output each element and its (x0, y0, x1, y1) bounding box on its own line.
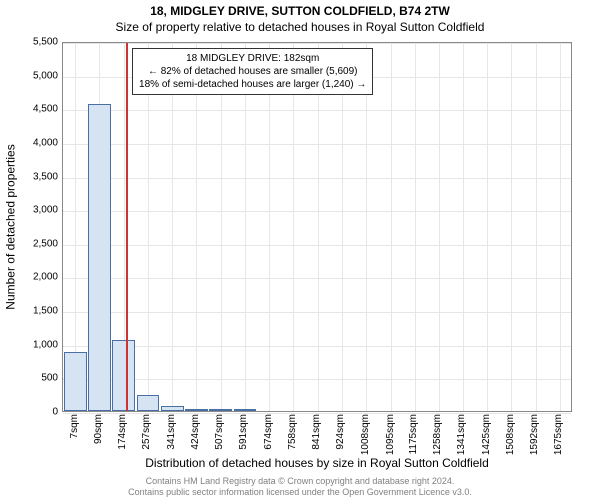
page-title: 18, MIDGLEY DRIVE, SUTTON COLDFIELD, B74… (0, 4, 600, 18)
x-tick: 1425sqm (481, 414, 492, 455)
y-tick: 1,000 (20, 339, 58, 350)
y-tick: 4,500 (20, 104, 58, 115)
x-tick: 924sqm (335, 414, 346, 450)
annotation-box: 18 MIDGLEY DRIVE: 182sqm← 82% of detache… (132, 48, 373, 95)
y-tick: 3,500 (20, 171, 58, 182)
bar (234, 409, 257, 411)
footer-line1: Contains HM Land Registry data © Crown c… (0, 476, 600, 487)
annotation-line3: 18% of semi-detached houses are larger (… (139, 78, 366, 91)
x-tick: 507sqm (214, 414, 225, 450)
y-tick: 2,000 (20, 272, 58, 283)
y-tick: 5,000 (20, 70, 58, 81)
x-tick: 1258sqm (432, 414, 443, 455)
bar (161, 406, 184, 411)
bar (112, 340, 135, 411)
x-tick: 674sqm (263, 414, 274, 450)
bar (185, 409, 208, 411)
x-tick: 1175sqm (408, 414, 419, 454)
bar (137, 395, 160, 411)
x-tick: 841sqm (311, 414, 322, 450)
chart-container: 18, MIDGLEY DRIVE, SUTTON COLDFIELD, B74… (0, 0, 600, 500)
y-tick: 3,000 (20, 205, 58, 216)
x-tick: 174sqm (117, 414, 128, 450)
y-tick: 1,500 (20, 306, 58, 317)
x-tick: 257sqm (141, 414, 152, 450)
bar (64, 352, 87, 411)
x-tick: 341sqm (166, 414, 177, 450)
y-tick: 500 (20, 373, 58, 384)
annotation-line1: 18 MIDGLEY DRIVE: 182sqm (139, 52, 366, 65)
x-tick: 7sqm (69, 414, 80, 438)
y-tick: 4,000 (20, 137, 58, 148)
x-tick: 758sqm (287, 414, 298, 450)
x-tick: 1675sqm (553, 414, 564, 455)
x-tick: 424sqm (190, 414, 201, 450)
page-subtitle: Size of property relative to detached ho… (0, 20, 600, 34)
x-tick: 1592sqm (529, 414, 540, 455)
footer-line2: Contains public sector information licen… (0, 487, 600, 498)
x-tick: 1095sqm (385, 414, 396, 455)
property-marker (126, 43, 128, 411)
x-tick: 1008sqm (360, 414, 371, 455)
x-tick: 1508sqm (505, 414, 516, 455)
plot-area: 18 MIDGLEY DRIVE: 182sqm← 82% of detache… (62, 42, 572, 412)
x-axis-label: Distribution of detached houses by size … (62, 456, 572, 470)
x-tick: 591sqm (238, 414, 249, 450)
footer-attribution: Contains HM Land Registry data © Crown c… (0, 476, 600, 498)
y-tick: 0 (20, 407, 58, 418)
y-tick: 5,500 (20, 37, 58, 48)
x-tick: 90sqm (93, 414, 104, 444)
bar (88, 104, 111, 411)
y-tick: 2,500 (20, 238, 58, 249)
y-axis-label: Number of detached properties (2, 42, 20, 412)
annotation-line2: ← 82% of detached houses are smaller (5,… (139, 65, 366, 78)
x-tick: 1341sqm (456, 414, 467, 455)
bar (209, 409, 232, 411)
